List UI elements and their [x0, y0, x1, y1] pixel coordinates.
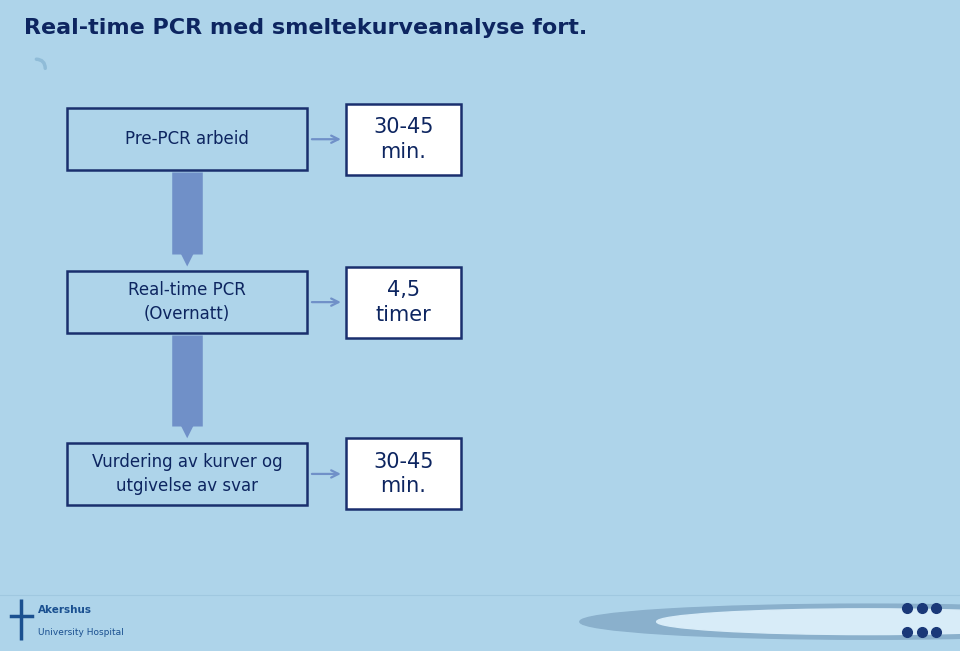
Circle shape	[580, 604, 960, 639]
Circle shape	[657, 609, 960, 635]
Text: 4,5
timer: 4,5 timer	[375, 280, 431, 325]
FancyBboxPatch shape	[346, 438, 461, 510]
FancyBboxPatch shape	[67, 271, 307, 333]
FancyBboxPatch shape	[67, 108, 307, 171]
Text: 30-45
min.: 30-45 min.	[372, 452, 434, 496]
Text: 30-45
min.: 30-45 min.	[372, 117, 434, 161]
Text: University Hospital: University Hospital	[38, 628, 124, 637]
FancyBboxPatch shape	[346, 267, 461, 338]
Text: Akershus: Akershus	[38, 605, 92, 615]
Text: Real-time PCR
(Overnatt): Real-time PCR (Overnatt)	[129, 281, 246, 324]
Text: Vurdering av kurver og
utgivelse av svar: Vurdering av kurver og utgivelse av svar	[92, 453, 282, 495]
FancyBboxPatch shape	[67, 443, 307, 505]
FancyBboxPatch shape	[346, 104, 461, 174]
Text: Pre-PCR arbeid: Pre-PCR arbeid	[125, 130, 250, 148]
Text: Real-time PCR med smeltekurveanalyse fort.: Real-time PCR med smeltekurveanalyse for…	[24, 18, 588, 38]
